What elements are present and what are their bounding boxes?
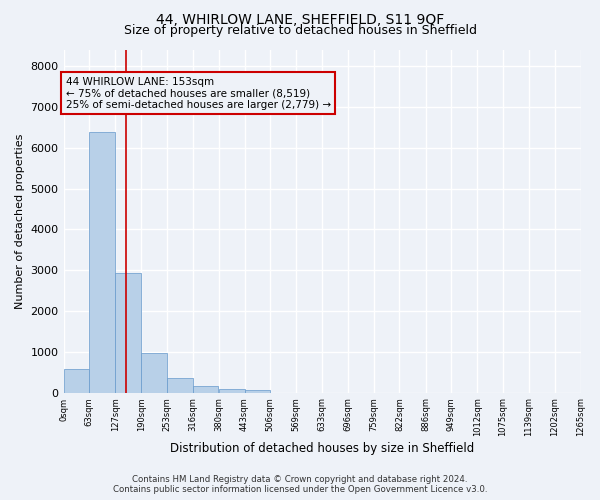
Text: 44, WHIRLOW LANE, SHEFFIELD, S11 9QF: 44, WHIRLOW LANE, SHEFFIELD, S11 9QF bbox=[156, 12, 444, 26]
Bar bbox=[245, 390, 271, 392]
Text: Contains HM Land Registry data © Crown copyright and database right 2024.
Contai: Contains HM Land Registry data © Crown c… bbox=[113, 474, 487, 494]
Bar bbox=[167, 378, 193, 392]
Y-axis label: Number of detached properties: Number of detached properties bbox=[15, 134, 25, 309]
Bar bbox=[64, 369, 89, 392]
Bar bbox=[193, 386, 218, 392]
Text: 44 WHIRLOW LANE: 153sqm
← 75% of detached houses are smaller (8,519)
25% of semi: 44 WHIRLOW LANE: 153sqm ← 75% of detache… bbox=[65, 76, 331, 110]
X-axis label: Distribution of detached houses by size in Sheffield: Distribution of detached houses by size … bbox=[170, 442, 474, 455]
Bar bbox=[115, 274, 141, 392]
Bar bbox=[89, 132, 115, 392]
Bar bbox=[141, 353, 167, 393]
Text: Size of property relative to detached houses in Sheffield: Size of property relative to detached ho… bbox=[124, 24, 476, 37]
Bar bbox=[219, 388, 245, 392]
